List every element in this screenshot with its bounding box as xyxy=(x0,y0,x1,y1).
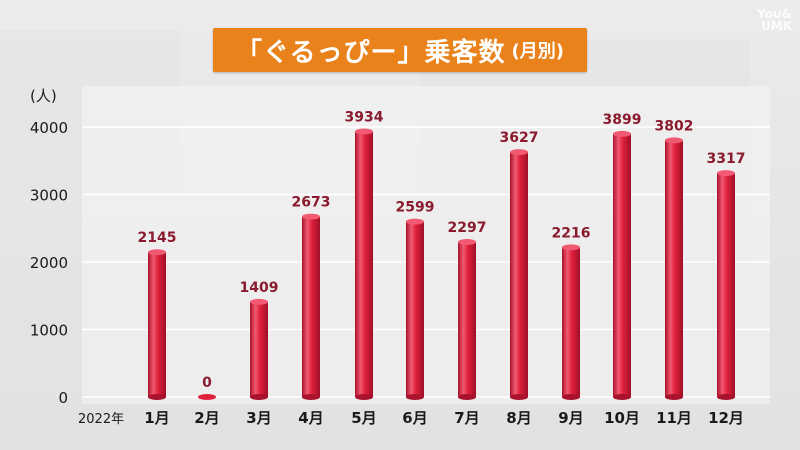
y-tick-label: 4000 xyxy=(30,119,68,137)
data-label: 1409 xyxy=(240,280,279,296)
bar-base xyxy=(717,394,735,400)
bars xyxy=(148,128,735,400)
data-label: 2297 xyxy=(448,220,487,236)
x-tick-label: 3月 xyxy=(246,409,271,427)
bar-body xyxy=(250,301,268,397)
bar-body xyxy=(458,241,476,397)
bar-base xyxy=(665,394,683,400)
chart-subtitle: (月別) xyxy=(511,41,564,62)
data-label: 3802 xyxy=(655,118,694,134)
x-tick-label: 5月 xyxy=(351,409,376,427)
bar-body xyxy=(562,247,580,397)
bar-base xyxy=(250,394,268,400)
chart-title-box: 「ぐるっぴー」乗客数 (月別) xyxy=(213,28,587,72)
bar-cap xyxy=(665,137,683,144)
data-label: 0 xyxy=(202,375,212,391)
bar-cap xyxy=(613,130,631,137)
bar-body xyxy=(355,131,373,397)
bar xyxy=(613,130,631,397)
bar-cap xyxy=(148,249,166,256)
bar-body xyxy=(302,216,320,397)
data-label: 3934 xyxy=(345,109,384,125)
y-axis-label: (人) xyxy=(30,87,57,105)
y-tick-label: 1000 xyxy=(30,322,68,340)
year-label: 2022年 xyxy=(78,412,124,427)
bar-cap xyxy=(458,238,476,245)
bar-body xyxy=(148,252,166,397)
bar-body xyxy=(510,152,528,397)
data-label: 3627 xyxy=(500,130,539,146)
bar-body xyxy=(613,133,631,397)
x-tick-label: 10月 xyxy=(604,409,640,427)
data-label: 2673 xyxy=(292,195,331,211)
x-tick-label: 6月 xyxy=(402,409,427,427)
bar-body xyxy=(406,221,424,397)
bar-base xyxy=(458,394,476,400)
x-tick-label: 7月 xyxy=(454,409,479,427)
x-tick-label: 1月 xyxy=(144,409,169,427)
bar xyxy=(148,249,166,397)
x-tick-label: 12月 xyxy=(708,409,744,427)
x-tick-label: 8月 xyxy=(506,409,531,427)
bar xyxy=(717,170,735,397)
data-label: 3317 xyxy=(707,151,746,167)
x-tick-label: 4月 xyxy=(298,409,323,427)
bar-base xyxy=(510,394,528,400)
data-label: 2599 xyxy=(396,200,435,216)
bar xyxy=(250,298,268,397)
data-labels: 2145 0 1409 2673 3934 2599 2297 3627 2216 3899 380… xyxy=(138,109,746,391)
bar-base xyxy=(148,394,166,400)
bar-base xyxy=(198,394,216,400)
plot-panel xyxy=(82,86,770,404)
bar xyxy=(665,137,683,398)
x-tick-label: 11月 xyxy=(656,409,692,427)
x-axis-ticks: 1月 2月 3月 4月 5月 6月 7月 8月 9月 10月 11月 12月 xyxy=(144,409,744,427)
data-label: 2216 xyxy=(552,225,591,241)
bar-base xyxy=(302,394,320,400)
watermark-line-2: UMK xyxy=(761,19,792,33)
y-tick-label: 2000 xyxy=(30,254,68,272)
bar xyxy=(562,244,580,397)
bar xyxy=(302,213,320,397)
bar-cap xyxy=(355,128,373,135)
bar-base xyxy=(562,394,580,400)
bar xyxy=(355,128,373,397)
bar-cap xyxy=(302,213,320,220)
bar-body xyxy=(665,140,683,398)
chart-title: 「ぐるっぴー」乗客数 xyxy=(236,37,506,68)
bar-cap xyxy=(562,244,580,251)
bar xyxy=(510,149,528,397)
bar-cap xyxy=(250,298,268,305)
bar-base xyxy=(613,394,631,400)
y-axis-ticks: 0 1000 2000 3000 4000 xyxy=(30,119,68,407)
bar-cap xyxy=(510,149,528,156)
watermark-line-1: You& xyxy=(757,7,792,21)
bar-body xyxy=(717,173,735,397)
bar-cap xyxy=(406,218,424,225)
bar-base xyxy=(355,394,373,400)
bar xyxy=(406,218,424,397)
y-tick-label: 0 xyxy=(58,389,68,407)
bar-base xyxy=(406,394,424,400)
data-label: 2145 xyxy=(138,230,177,246)
x-tick-label: 9月 xyxy=(558,409,583,427)
y-tick-label: 3000 xyxy=(30,187,68,205)
bar-cap xyxy=(717,170,735,177)
x-tick-label: 2月 xyxy=(194,409,219,427)
grid-lines xyxy=(82,126,770,398)
data-label: 3899 xyxy=(603,112,642,128)
watermark-logo: You& UMK xyxy=(736,8,792,32)
bar xyxy=(458,238,476,397)
